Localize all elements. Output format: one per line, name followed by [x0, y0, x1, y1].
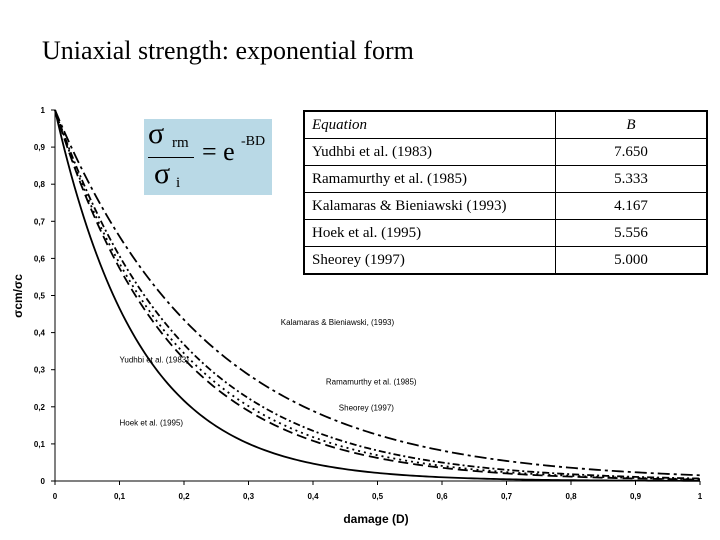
formula-box: σ rm σ i = e -BD: [144, 117, 272, 195]
series-annotation: Yudhbi et al. (1983): [120, 355, 190, 364]
formula-denominator: σ: [154, 157, 171, 190]
table-cell-b: 5.000: [555, 246, 708, 275]
chart-ticks: 0 0,1 0,2 0,3 0,4 0,5 0,6 0,7 0,8 0,9 1 0 0,1 0,2 0,3 0…: [34, 106, 703, 501]
table-row: Sheorey (1997) 5.000: [303, 246, 708, 275]
series-line: [54, 109, 701, 480]
x-tick-label: 0,4: [307, 492, 319, 501]
formula-fraction-bar: [148, 157, 194, 158]
x-tick-label: 0: [53, 492, 58, 501]
y-tick-label: 0,8: [34, 180, 46, 189]
y-tick-label: 0,6: [34, 254, 46, 263]
x-tick-label: 0,1: [114, 492, 126, 501]
chart-series: [54, 109, 701, 482]
series-annotation: Ramamurthy et al. (1985): [326, 378, 417, 387]
x-tick-label: 1: [698, 492, 703, 501]
x-tick-label: 0,2: [178, 492, 190, 501]
y-tick-label: 1: [41, 106, 46, 115]
series-line: [54, 109, 700, 482]
table-cell-b: 7.650: [555, 138, 708, 166]
y-tick-label: 0: [41, 477, 46, 486]
table-cell-equation: Sheorey (1997): [303, 246, 556, 275]
table-cell-equation: Yudhbi et al. (1983): [303, 138, 556, 166]
table-row: Kalamaras & Bieniawski (1993) 4.167: [303, 192, 708, 220]
table-cell-b: 5.556: [555, 219, 708, 247]
chart-annotations: Yudhbi et al. (1983) Hoek et al. (1995) Ra…: [120, 318, 417, 427]
x-tick-label: 0,6: [436, 492, 448, 501]
table-header-equation: Equation: [303, 110, 556, 139]
y-axis-label: σcm/σc: [11, 274, 25, 318]
table-cell-equation: Ramamurthy et al. (1985): [303, 165, 556, 193]
y-tick-label: 0,9: [34, 143, 46, 152]
table-cell-equation: Kalamaras & Bieniawski (1993): [303, 192, 556, 220]
y-tick-label: 0,2: [34, 403, 46, 412]
x-axis-label: damage (D): [343, 512, 408, 526]
series-line: [54, 109, 701, 481]
table-row: Hoek et al. (1995) 5.556: [303, 219, 708, 247]
table-header-b: B: [555, 110, 708, 139]
slide-title: Uniaxial strength: exponential form: [42, 36, 414, 65]
x-tick-label: 0,8: [565, 492, 577, 501]
formula-exponent: -BD: [241, 134, 266, 149]
formula-denominator-subscript: i: [176, 175, 181, 191]
series-annotation: Sheorey (1997): [339, 404, 394, 413]
formula-numerator-subscript: rm: [172, 135, 189, 151]
table-header-row: Equation B: [303, 110, 708, 139]
table-row: Yudhbi et al. (1983) 7.650: [303, 138, 708, 166]
y-tick-label: 0,1: [34, 440, 46, 449]
x-tick-label: 0,9: [630, 492, 642, 501]
x-tick-label: 0,3: [243, 492, 255, 501]
series-annotation: Hoek et al. (1995): [120, 418, 184, 427]
coefficient-table: Equation B Yudhbi et al. (1983) 7.650 Rama…: [303, 110, 708, 275]
series-line: [54, 109, 701, 481]
x-tick-label: 0,5: [372, 492, 384, 501]
y-tick-label: 0,3: [34, 366, 46, 375]
table-cell-equation: Hoek et al. (1995): [303, 219, 556, 247]
formula-rhs: = e: [202, 137, 235, 166]
x-tick-label: 0,7: [501, 492, 513, 501]
y-tick-label: 0,7: [34, 217, 46, 226]
series-line: [54, 109, 701, 477]
y-tick-label: 0,5: [34, 292, 46, 301]
series-annotation: Kalamaras & Bieniawski, (1993): [281, 318, 395, 327]
formula-numerator: σ: [148, 117, 165, 150]
table-cell-b: 4.167: [555, 192, 708, 220]
y-tick-label: 0,4: [34, 329, 46, 338]
table-row: Ramamurthy et al. (1985) 5.333: [303, 165, 708, 193]
table-cell-b: 5.333: [555, 165, 708, 193]
